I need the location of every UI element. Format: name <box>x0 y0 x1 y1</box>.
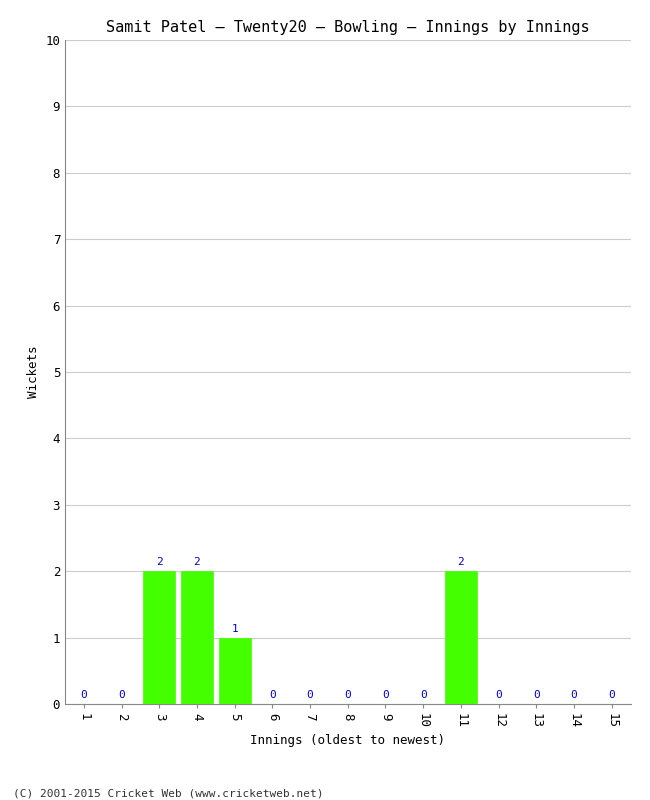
Title: Samit Patel – Twenty20 – Bowling – Innings by Innings: Samit Patel – Twenty20 – Bowling – Innin… <box>106 20 590 34</box>
Text: (C) 2001-2015 Cricket Web (www.cricketweb.net): (C) 2001-2015 Cricket Web (www.cricketwe… <box>13 788 324 798</box>
Text: 1: 1 <box>231 624 238 634</box>
Text: 0: 0 <box>533 690 540 700</box>
X-axis label: Innings (oldest to newest): Innings (oldest to newest) <box>250 734 445 746</box>
Y-axis label: Wickets: Wickets <box>27 346 40 398</box>
Text: 0: 0 <box>307 690 313 700</box>
Text: 2: 2 <box>194 558 200 567</box>
Bar <box>218 638 251 704</box>
Text: 0: 0 <box>118 690 125 700</box>
Bar <box>181 571 213 704</box>
Text: 0: 0 <box>571 690 577 700</box>
Bar <box>445 571 477 704</box>
Text: 0: 0 <box>382 690 389 700</box>
Text: 0: 0 <box>608 690 615 700</box>
Text: 0: 0 <box>495 690 502 700</box>
Text: 2: 2 <box>458 558 464 567</box>
Bar <box>143 571 176 704</box>
Text: 0: 0 <box>81 690 87 700</box>
Text: 2: 2 <box>156 558 162 567</box>
Text: 0: 0 <box>420 690 426 700</box>
Text: 0: 0 <box>344 690 351 700</box>
Text: 0: 0 <box>269 690 276 700</box>
